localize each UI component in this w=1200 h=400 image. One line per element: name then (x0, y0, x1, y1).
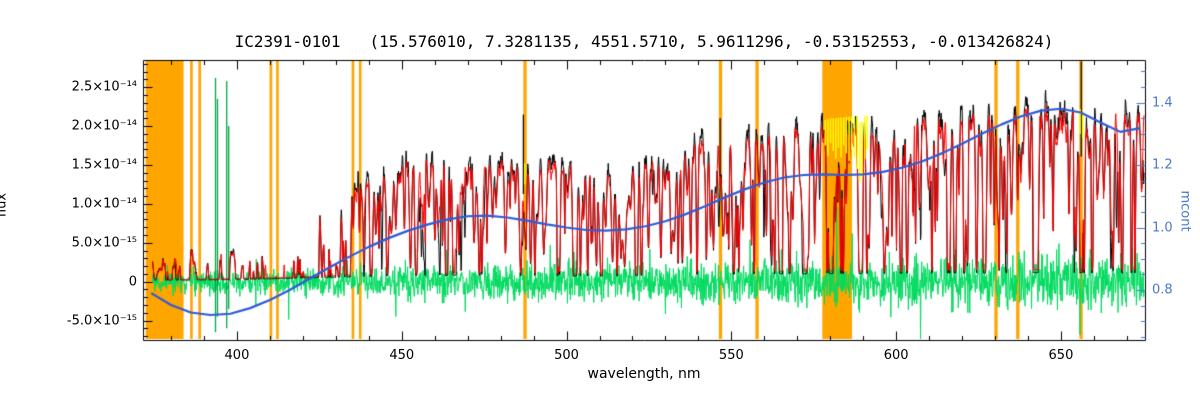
y-right-tick-label: 1.4 (1152, 95, 1173, 110)
x-axis-label: wavelength, nm (587, 366, 701, 382)
y-left-tick-label: 1.0×10⁻¹⁴ (71, 196, 137, 212)
plot-title: IC2391-0101 (15.576010, 7.3281135, 4551.… (234, 32, 1054, 51)
x-tick-label: 550 (718, 348, 744, 363)
y-left-tick-label: 2.5×10⁻¹⁴ (71, 79, 137, 95)
y-right-tick-label: 0.8 (1152, 282, 1173, 298)
y-axis-label-left: flux (0, 192, 10, 218)
y-left-tick-label: 5.0×10⁻¹⁵ (71, 235, 137, 251)
y-left-tick-label: -5.0×10⁻¹⁵ (66, 313, 137, 329)
x-tick-label: 400 (224, 348, 250, 363)
y-left-tick-label: 2.0×10⁻¹⁴ (71, 118, 137, 134)
x-tick-label: 600 (883, 348, 909, 363)
y-left-tick-label: 1.5×10⁻¹⁴ (71, 157, 137, 173)
x-tick-label: 500 (554, 348, 579, 363)
y-left-tick-label: 0 (128, 274, 137, 290)
x-tick-label: 450 (389, 348, 415, 363)
y-axis-label-right: mcont (1177, 190, 1193, 232)
y-right-tick-label: 1.0 (1152, 220, 1173, 235)
y-right-tick-label: 1.2 (1152, 157, 1173, 173)
x-tick-label: 650 (1048, 348, 1074, 363)
